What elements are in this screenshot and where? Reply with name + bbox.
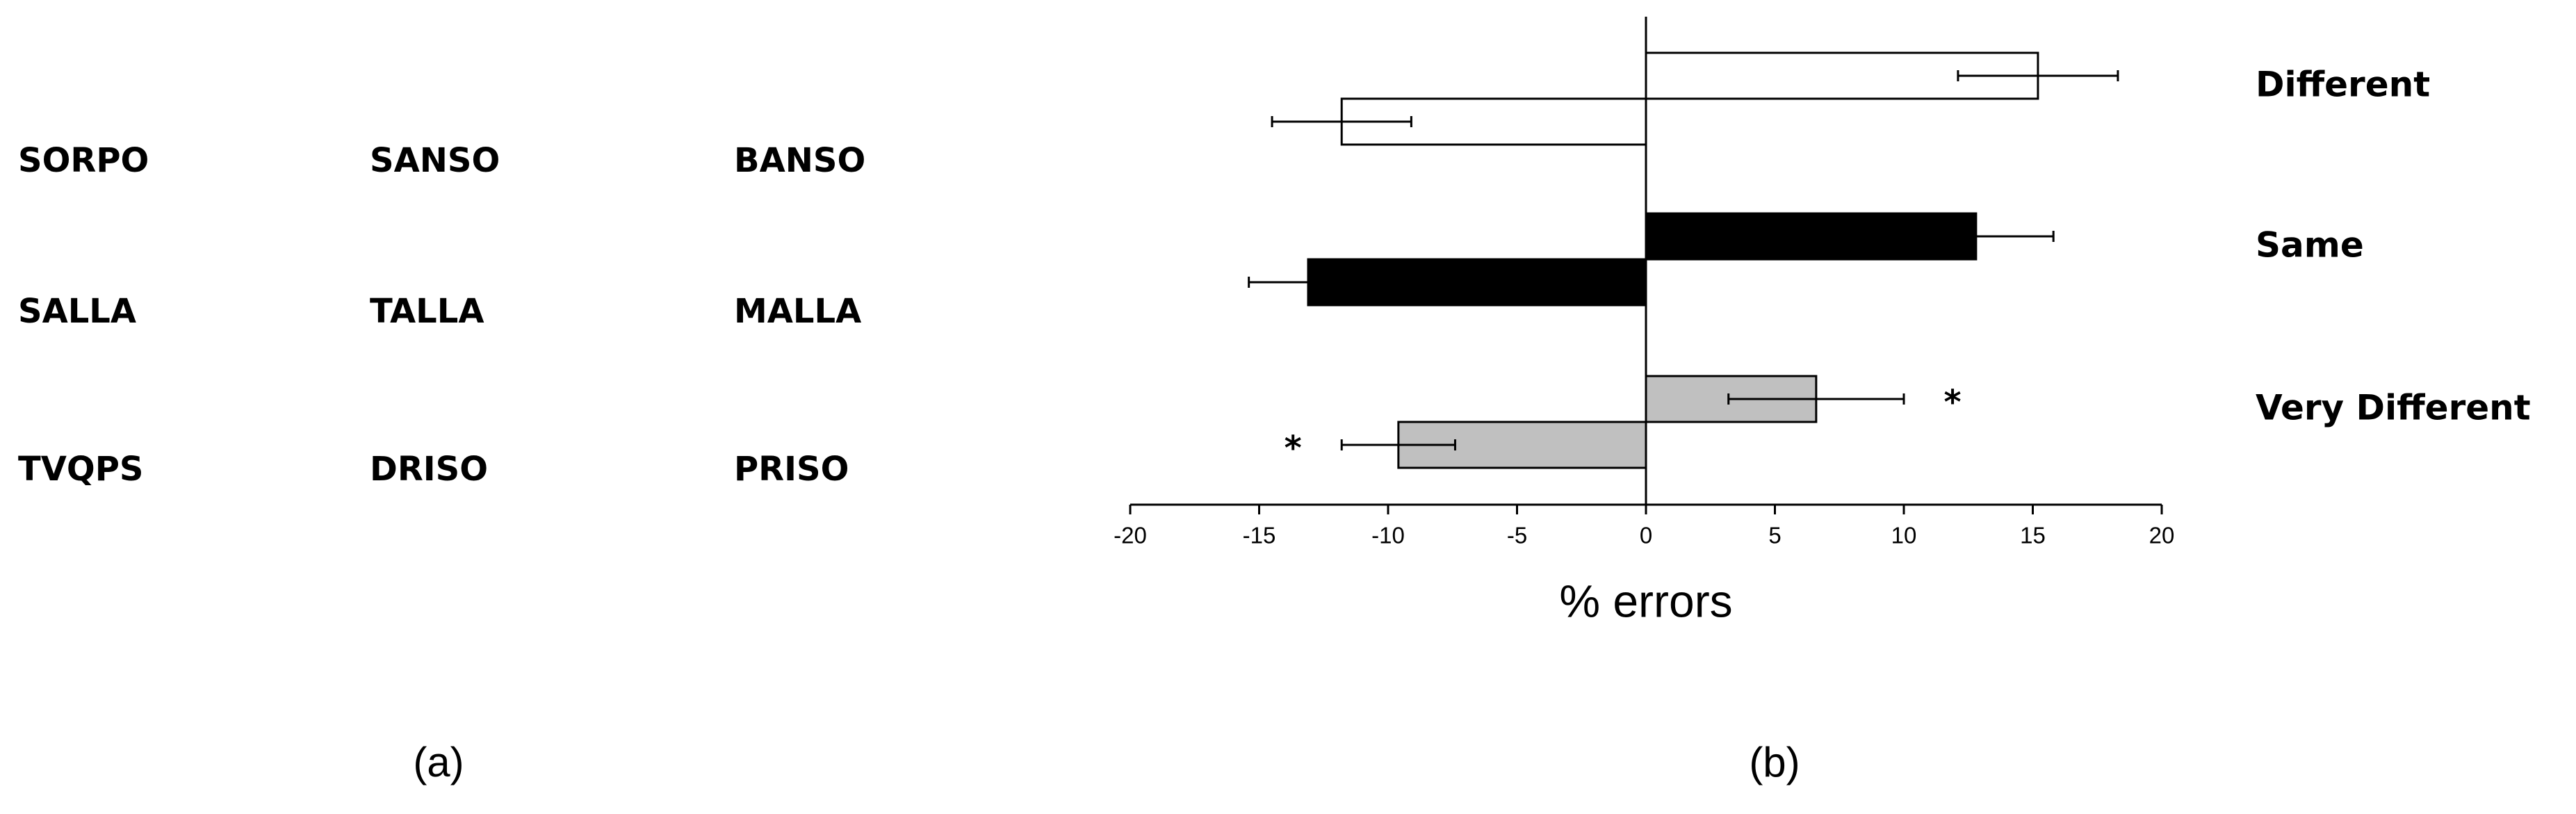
word: DRISO — [370, 450, 488, 489]
error-bar — [1340, 439, 1456, 450]
x-tick-label: -15 — [1243, 523, 1276, 548]
word: TALLA — [370, 292, 484, 331]
x-axis-label: % errors — [1559, 575, 1732, 626]
word: TVQPS — [18, 450, 143, 489]
x-tick-label: 20 — [2149, 523, 2175, 548]
panel-label: (b) — [1749, 739, 1800, 785]
word: BANSO — [734, 141, 865, 180]
word: MALLA — [734, 292, 861, 331]
category-label: Very Different — [2256, 388, 2531, 428]
x-tick-label: -10 — [1371, 523, 1405, 548]
x-tick-label: 0 — [1640, 523, 1652, 548]
word: SANSO — [370, 141, 500, 180]
x-tick-label: 15 — [2020, 523, 2046, 548]
error-bar — [1248, 277, 1369, 288]
panel-label: (a) — [413, 739, 464, 785]
significance-marker: * — [1943, 383, 1961, 422]
x-tick-label: -20 — [1114, 523, 1147, 548]
x-tick-label: 5 — [1768, 523, 1781, 548]
x-tick-label: 10 — [1891, 523, 1917, 548]
error-bar — [1898, 231, 2055, 242]
error-bar — [1727, 393, 1905, 405]
x-tick-label: -5 — [1507, 523, 1527, 548]
error-bar — [1957, 70, 2119, 81]
word: SORPO — [18, 141, 149, 180]
error-bar — [1271, 116, 1412, 127]
word: PRISO — [734, 450, 849, 489]
category-label: Same — [2256, 225, 2364, 266]
word: SALLA — [18, 292, 136, 331]
category-label: Different — [2256, 65, 2430, 105]
significance-marker: * — [1285, 429, 1302, 468]
